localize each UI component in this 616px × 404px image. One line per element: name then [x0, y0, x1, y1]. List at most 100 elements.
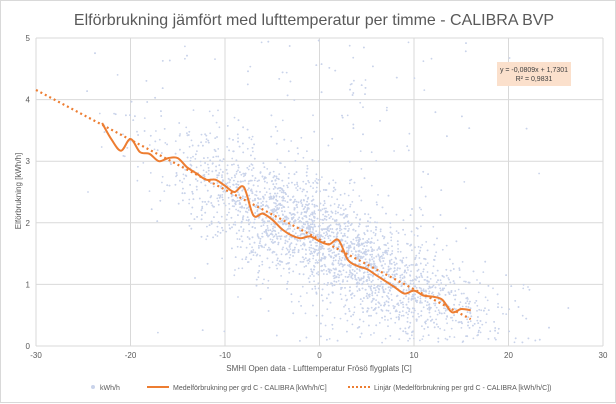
scatter-point — [245, 246, 248, 249]
scatter-point — [407, 297, 410, 299]
scatter-point — [426, 271, 429, 273]
scatter-point — [290, 293, 293, 296]
scatter-point — [237, 209, 240, 212]
scatter-point — [277, 232, 280, 234]
scatter-point — [467, 306, 470, 308]
scatter-point — [384, 243, 387, 246]
scatter-point — [392, 305, 395, 307]
scatter-point — [211, 170, 214, 173]
y-tick-label: 4 — [26, 96, 31, 105]
scatter-point — [331, 262, 334, 264]
scatter-point — [262, 224, 265, 227]
scatter-point — [213, 205, 215, 208]
scatter-point — [340, 207, 342, 210]
scatter-point — [485, 321, 487, 324]
scatter-point — [347, 230, 349, 232]
scatter-point — [226, 125, 229, 127]
scatter-point — [221, 196, 224, 199]
scatter-point — [426, 318, 429, 321]
scatter-point — [301, 248, 304, 251]
scatter-point — [402, 303, 404, 306]
scatter-point — [358, 240, 360, 243]
scatter-point — [242, 195, 244, 198]
scatter-point — [275, 175, 278, 178]
scatter-point — [318, 251, 321, 254]
scatter-point — [441, 288, 444, 291]
scatter-point — [237, 191, 239, 194]
scatter-point — [427, 326, 429, 329]
scatter-point — [339, 225, 342, 228]
scatter-point — [314, 180, 317, 182]
scatter-point — [299, 234, 302, 237]
scatter-point — [308, 215, 311, 217]
scatter-point — [304, 312, 307, 315]
scatter-point — [379, 260, 382, 263]
scatter-point — [289, 254, 292, 256]
scatter-point — [226, 164, 229, 167]
scatter-point — [271, 251, 274, 254]
scatter-point — [266, 249, 269, 251]
scatter-point — [237, 169, 239, 172]
scatter-point — [219, 159, 222, 162]
scatter-point — [419, 295, 422, 298]
scatter-point — [246, 147, 249, 150]
y-tick-label: 0 — [26, 342, 31, 351]
scatter-point — [360, 243, 363, 246]
scatter-point — [458, 267, 461, 270]
scatter-point — [305, 203, 307, 206]
scatter-point — [311, 288, 314, 290]
scatter-point — [254, 212, 257, 214]
scatter-point — [350, 178, 353, 181]
scatter-point — [170, 163, 172, 166]
scatter-point — [358, 282, 361, 285]
scatter-point — [248, 209, 250, 211]
scatter-point — [527, 337, 530, 340]
scatter-point — [98, 112, 101, 115]
scatter-point — [136, 179, 139, 182]
scatter-point — [313, 268, 315, 271]
scatter-point — [313, 223, 316, 226]
scatter-point — [392, 277, 395, 280]
scatter-point — [306, 167, 309, 170]
scatter-point — [266, 181, 268, 184]
scatter-point — [300, 213, 303, 216]
scatter-point — [302, 226, 305, 229]
scatter-point — [370, 184, 373, 187]
scatter-point — [309, 240, 312, 243]
scatter-point — [379, 285, 381, 287]
scatter-point — [284, 253, 287, 256]
scatter-point — [255, 204, 258, 207]
scatter-point — [178, 122, 181, 124]
scatter-point — [368, 279, 371, 281]
scatter-point — [218, 196, 221, 199]
scatter-point — [290, 300, 293, 303]
scatter-point — [328, 217, 331, 220]
scatter-point — [272, 236, 275, 238]
scatter-point — [296, 211, 299, 214]
scatter-point — [375, 299, 377, 301]
scatter-point — [302, 223, 305, 226]
scatter-point — [342, 212, 345, 215]
scatter-point — [401, 259, 404, 262]
scatter-point — [267, 40, 270, 43]
scatter-point — [398, 318, 400, 321]
scatter-point — [451, 319, 454, 322]
scatter-point — [247, 70, 249, 73]
scatter-point — [277, 241, 280, 244]
scatter-point — [203, 157, 205, 160]
scatter-point — [236, 200, 239, 202]
scatter-point — [276, 235, 278, 238]
scatter-point — [307, 207, 310, 210]
scatter-point — [339, 194, 342, 196]
scatter-point — [374, 265, 377, 267]
scatter-point — [269, 171, 272, 174]
scatter-point — [274, 179, 277, 182]
scatter-point — [273, 222, 275, 225]
scatter-point — [385, 309, 388, 312]
scatter-point — [285, 247, 288, 250]
scatter-point — [450, 327, 453, 330]
scatter-point — [342, 279, 344, 281]
scatter-point — [210, 202, 213, 204]
scatter-point — [378, 246, 380, 249]
scatter-point — [314, 212, 316, 215]
